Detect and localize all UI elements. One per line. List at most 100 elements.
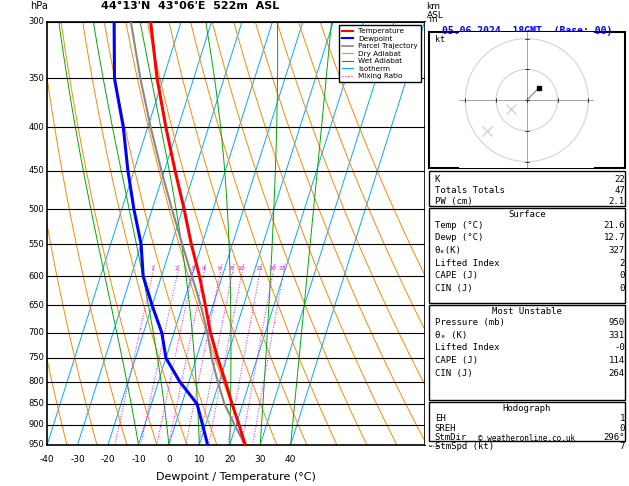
Text: Lifted Index: Lifted Index [435,259,499,268]
Text: 20: 20 [224,455,235,464]
Text: 800: 800 [28,377,44,386]
Text: 300: 300 [28,17,44,26]
Text: 331: 331 [609,330,625,340]
Text: 3: 3 [190,266,194,271]
Text: km: km [426,2,440,11]
Bar [429,402,625,441]
Text: Lifted Index: Lifted Index [435,343,499,352]
Text: CAPE (J): CAPE (J) [435,271,478,280]
Text: θₑ(K): θₑ(K) [435,246,462,255]
Text: EH: EH [435,414,445,423]
Text: 1: 1 [150,266,154,271]
Text: © weatheronline.co.uk: © weatheronline.co.uk [478,434,576,443]
Text: -40: -40 [40,455,55,464]
Bar [429,171,625,206]
Text: Totals Totals: Totals Totals [435,186,504,195]
Text: 950: 950 [609,318,625,327]
Text: 10: 10 [237,266,245,271]
Text: -20: -20 [101,455,115,464]
Bar [429,33,625,168]
Text: 2.1: 2.1 [609,197,625,206]
Text: 05.06.2024  18GMT  (Base: 00): 05.06.2024 18GMT (Base: 00) [442,26,612,36]
Text: -0: -0 [614,343,625,352]
Text: 327: 327 [609,246,625,255]
Text: 400: 400 [28,123,44,132]
Text: 5: 5 [427,240,432,249]
Text: 900: 900 [28,420,44,429]
Text: 8: 8 [230,266,233,271]
Text: 9: 9 [427,74,432,83]
Text: 600: 600 [28,272,44,280]
Text: 8: 8 [427,123,432,132]
Text: 650: 650 [28,301,44,310]
Text: 12.7: 12.7 [603,233,625,243]
Text: 4: 4 [427,272,432,280]
Text: 1: 1 [427,420,432,429]
Text: Surface: Surface [508,209,545,219]
Text: CAPE (J): CAPE (J) [435,356,478,365]
Text: 10: 10 [427,17,438,26]
Text: 30: 30 [255,455,266,464]
Text: 3.5: 3.5 [427,301,440,310]
Text: 264: 264 [609,368,625,378]
Text: 21.6: 21.6 [603,221,625,229]
Text: 6: 6 [427,205,432,214]
Text: 47: 47 [614,186,625,195]
Text: hPa: hPa [30,1,48,11]
Text: 350: 350 [28,74,44,83]
Text: -30: -30 [70,455,85,464]
Text: 2.5: 2.5 [427,353,440,363]
Text: PW (cm): PW (cm) [435,197,472,206]
Text: 7: 7 [620,442,625,451]
Text: StmDir: StmDir [435,433,467,442]
Text: kt: kt [435,35,445,44]
Text: 296°: 296° [603,433,625,442]
Text: 550: 550 [28,240,44,249]
Text: CIN (J): CIN (J) [435,284,472,293]
Text: 500: 500 [28,205,44,214]
Text: θₑ (K): θₑ (K) [435,330,467,340]
Text: 15: 15 [255,266,263,271]
Text: 1: 1 [620,414,625,423]
Text: K: K [435,175,440,184]
Text: Most Unstable: Most Unstable [492,307,562,316]
Text: 114: 114 [609,356,625,365]
Text: 40: 40 [285,455,296,464]
Text: Temp (°C): Temp (°C) [435,221,483,229]
Text: 0: 0 [166,455,172,464]
Text: 4: 4 [201,266,205,271]
Text: -10: -10 [131,455,146,464]
Text: 950: 950 [28,440,44,449]
Text: Pressure (mb): Pressure (mb) [435,318,504,327]
Text: 1.5: 1.5 [427,399,440,408]
Text: 6: 6 [218,266,221,271]
Text: 25: 25 [279,266,287,271]
Text: Mixing Ratio (g/kg): Mixing Ratio (g/kg) [452,193,461,273]
Text: Hodograph: Hodograph [503,404,551,413]
Text: CIN (J): CIN (J) [435,368,472,378]
Text: 44°13'N  43°06'E  522m  ASL: 44°13'N 43°06'E 522m ASL [101,1,280,11]
Text: SREH: SREH [435,423,456,433]
Text: 450: 450 [28,166,44,175]
Text: StmSpd (kt): StmSpd (kt) [435,442,494,451]
Text: Dewp (°C): Dewp (°C) [435,233,483,243]
Text: 0: 0 [620,423,625,433]
Text: 7: 7 [427,166,432,175]
Legend: Temperature, Dewpoint, Parcel Trajectory, Dry Adiabat, Wet Adiabat, Isotherm, Mi: Temperature, Dewpoint, Parcel Trajectory… [339,25,421,82]
Text: ASL: ASL [426,11,443,20]
Text: 2: 2 [427,377,432,386]
Text: 0.5: 0.5 [427,440,440,449]
Text: 850: 850 [28,399,44,408]
Text: 750: 750 [28,353,44,363]
Text: 0: 0 [620,284,625,293]
Text: 2: 2 [175,266,179,271]
Text: 10: 10 [194,455,205,464]
Text: 2: 2 [620,259,625,268]
Text: 700: 700 [28,328,44,337]
Text: 20: 20 [269,266,276,271]
Bar [429,208,625,303]
Text: 22: 22 [614,175,625,184]
Bar [429,305,625,400]
Text: LCL: LCL [427,401,441,411]
Text: 3: 3 [427,328,432,337]
